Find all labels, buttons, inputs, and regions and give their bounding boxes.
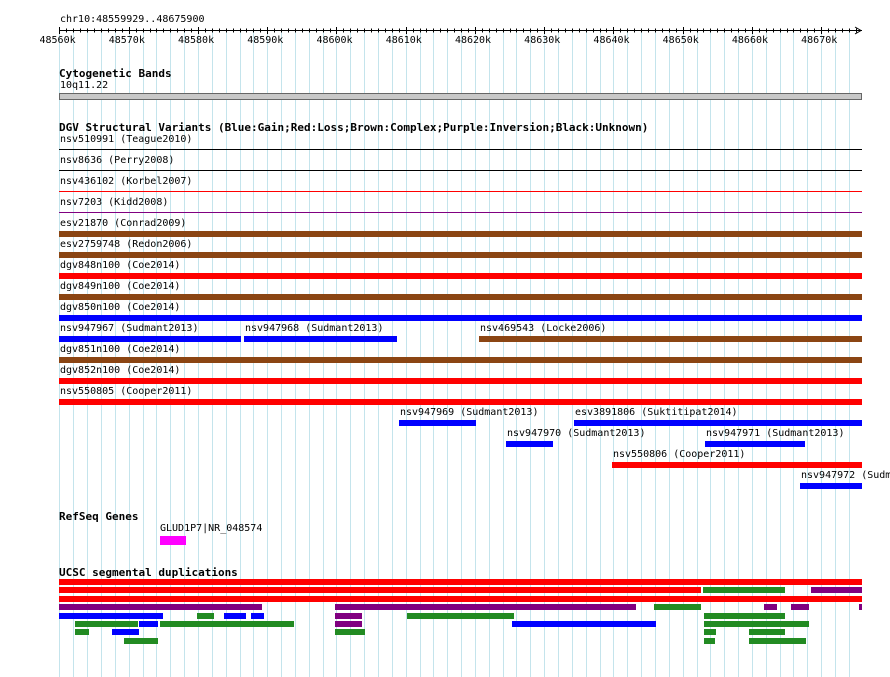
- dgv-feature-bar[interactable]: [59, 357, 862, 363]
- dgv-feature-label: dgv849n100 (Coe2014): [60, 281, 181, 292]
- dgv-feature-label: nsv550806 (Cooper2011): [613, 449, 746, 460]
- segdup-feature-bar[interactable]: [749, 637, 806, 644]
- segdup-feature-bar[interactable]: [59, 604, 263, 611]
- dgv-feature-bar[interactable]: [506, 441, 554, 447]
- dgv-feature-label: nsv947968 (Sudmant2013): [245, 323, 384, 334]
- segdup-feature-bar[interactable]: [790, 604, 809, 611]
- segdup-feature-bar[interactable]: [749, 629, 786, 636]
- cytoband-track-title: Cytogenetic Bands: [59, 67, 172, 80]
- ruler-tick-label: 48640k: [593, 35, 630, 46]
- ruler-tick-label: 48670k: [801, 35, 838, 46]
- ruler-tick-label: 48620k: [454, 35, 492, 46]
- segdup-track-title: UCSC segmental duplications: [59, 566, 238, 579]
- dgv-feature-bar[interactable]: [59, 252, 862, 258]
- segdup-feature-bar[interactable]: [335, 621, 363, 627]
- dgv-feature-bar[interactable]: [398, 420, 477, 426]
- ruler-tick-label: 48630k: [524, 35, 561, 46]
- dgv-track-title: DGV Structural Variants (Blue:Gain;Red:L…: [59, 121, 649, 134]
- dgv-feature-bar[interactable]: [59, 170, 862, 171]
- dgv-feature-label: nsv947967 (Sudmant2013): [60, 323, 199, 334]
- dgv-feature-label: dgv851n100 (Coe2014): [60, 344, 181, 355]
- dgv-feature-label: dgv852n100 (Coe2014): [60, 365, 181, 376]
- segdup-feature-bar[interactable]: [59, 595, 862, 602]
- segdup-feature-bar[interactable]: [512, 621, 657, 627]
- dgv-feature-label: nsv510991 (Teague2010): [60, 134, 193, 145]
- segdup-feature-bar[interactable]: [59, 612, 163, 619]
- ruler-arrow: [854, 26, 862, 35]
- dgv-feature-label: nsv469543 (Locke2006): [480, 323, 607, 334]
- dgv-feature-bar[interactable]: [59, 315, 862, 321]
- dgv-feature-label: esv2759748 (Redon2006): [60, 239, 193, 250]
- ruler-tick-label: 48600k: [316, 35, 353, 46]
- refseq-gene-label: GLUD1P7|NR_048574: [160, 523, 263, 534]
- segdup-feature-bar[interactable]: [704, 612, 786, 619]
- segdup-feature-bar[interactable]: [335, 604, 636, 611]
- dgv-feature-label: dgv850n100 (Coe2014): [60, 302, 181, 313]
- dgv-feature-bar[interactable]: [479, 336, 862, 342]
- dgv-feature-label: nsv7203 (Kidd2008): [60, 197, 169, 208]
- ruler-tick-label: 48570k: [108, 35, 145, 46]
- dgv-feature-label: nsv436102 (Korbel2007): [60, 176, 193, 187]
- segdup-feature-bar[interactable]: [112, 629, 140, 636]
- dgv-feature-label: nsv947970 (Sudmant2013): [507, 428, 646, 439]
- refseq-track-title: RefSeq Genes: [59, 510, 139, 523]
- dgv-feature-bar[interactable]: [573, 420, 862, 426]
- segdup-feature-bar[interactable]: [764, 604, 777, 611]
- cytoband-bar[interactable]: [59, 93, 862, 100]
- dgv-feature-label: esv21870 (Conrad2009): [60, 218, 187, 229]
- dgv-feature-bar[interactable]: [59, 231, 862, 237]
- dgv-feature-bar[interactable]: [800, 483, 862, 489]
- segdup-feature-bar[interactable]: [335, 612, 363, 619]
- segdup-feature-bar[interactable]: [859, 604, 862, 611]
- segdup-feature-bar[interactable]: [704, 621, 809, 627]
- dgv-feature-bar[interactable]: [244, 336, 397, 342]
- region-label: chr10:48559929..48675900: [60, 14, 205, 25]
- dgv-feature-bar[interactable]: [59, 399, 862, 405]
- segdup-feature-bar[interactable]: [653, 604, 702, 611]
- dgv-feature-bar[interactable]: [612, 462, 862, 468]
- segdup-feature-bar[interactable]: [59, 579, 862, 585]
- dgv-feature-bar[interactable]: [704, 441, 806, 447]
- segdup-feature-bar[interactable]: [704, 629, 716, 636]
- segdup-feature-bar[interactable]: [123, 637, 158, 644]
- dgv-feature-label: nsv947972 (Sudm: [801, 470, 890, 481]
- dgv-feature-bar[interactable]: [59, 294, 862, 300]
- ruler-tick-label: 48580k: [177, 35, 215, 46]
- ruler-tick-label: 48590k: [247, 35, 284, 46]
- dgv-feature-label: nsv947971 (Sudmant2013): [706, 428, 845, 439]
- dgv-feature-bar[interactable]: [59, 273, 862, 279]
- dgv-feature-bar[interactable]: [59, 149, 862, 150]
- segdup-feature-bar[interactable]: [59, 587, 701, 594]
- segdup-feature-bar[interactable]: [251, 612, 265, 619]
- dgv-feature-bar[interactable]: [59, 212, 862, 213]
- segdup-feature-bar[interactable]: [703, 587, 786, 594]
- segdup-feature-bar[interactable]: [139, 621, 158, 627]
- segdup-feature-bar[interactable]: [75, 621, 138, 627]
- dgv-feature-bar[interactable]: [59, 191, 862, 192]
- dgv-feature-label: dgv848n100 (Coe2014): [60, 260, 181, 271]
- segdup-feature-bar[interactable]: [224, 612, 247, 619]
- dgv-feature-label: nsv947969 (Sudmant2013): [400, 407, 539, 418]
- refseq-gene-bar[interactable]: [159, 536, 186, 545]
- cytoband-label: 10q11.22: [60, 80, 109, 91]
- ruler-tick-label: 48660k: [731, 35, 769, 46]
- segdup-feature-bar[interactable]: [159, 621, 295, 627]
- segdup-feature-bar[interactable]: [407, 612, 514, 619]
- dgv-feature-bar[interactable]: [59, 378, 862, 384]
- dgv-feature-label: nsv550805 (Cooper2011): [60, 386, 193, 397]
- dgv-feature-bar[interactable]: [59, 336, 241, 342]
- segdup-feature-bar[interactable]: [75, 629, 90, 636]
- segdup-feature-bar[interactable]: [197, 612, 214, 619]
- segdup-feature-bar[interactable]: [811, 587, 862, 594]
- segdup-feature-bar[interactable]: [335, 629, 365, 636]
- ruler-tick-label: 48610k: [385, 35, 422, 46]
- ruler-tick-label: 48560k: [39, 35, 76, 46]
- dgv-feature-label: esv3891806 (Suktitipat2014): [575, 407, 738, 418]
- ruler-tick-label: 48650k: [662, 35, 699, 46]
- dgv-feature-label: nsv8636 (Perry2008): [60, 155, 175, 166]
- segdup-feature-bar[interactable]: [704, 637, 715, 644]
